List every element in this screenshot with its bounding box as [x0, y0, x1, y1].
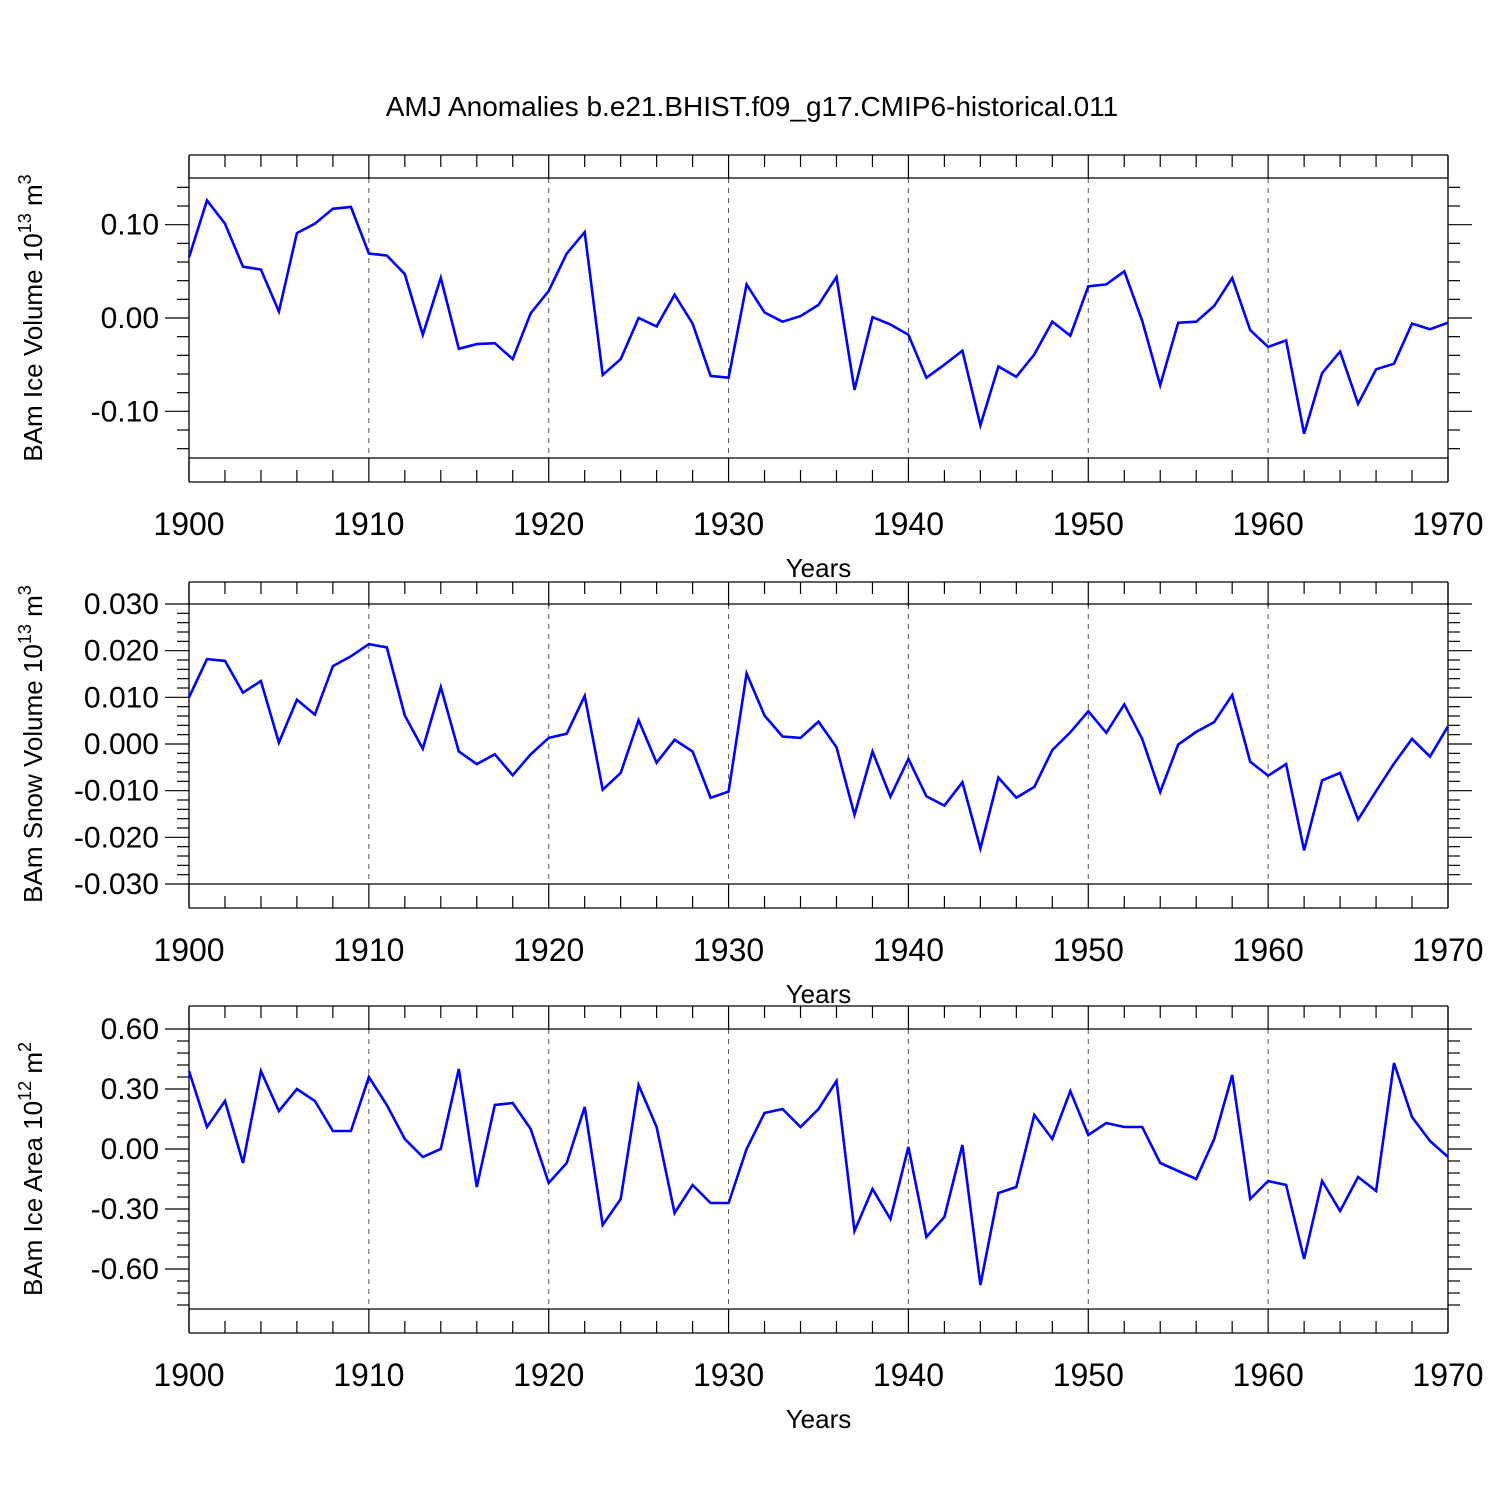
x-axis-title: Years — [786, 553, 852, 583]
x-tick-label: 1950 — [1053, 506, 1124, 542]
y-axis-title-part: 12 — [15, 1081, 35, 1101]
y-tick-label: 0.60 — [101, 1013, 159, 1046]
series-line — [187, 1062, 1449, 1286]
y-tick-label: 0.020 — [84, 635, 159, 668]
y-tick-label: 0.00 — [101, 1133, 159, 1166]
x-tick-label: 1970 — [1412, 932, 1483, 968]
y-axis-title-part: m — [18, 595, 48, 624]
x-tick-label: 1970 — [1412, 506, 1483, 542]
series-line — [187, 642, 1450, 854]
y-tick-label: 0.030 — [84, 588, 159, 621]
y-tick-label: -0.020 — [74, 821, 159, 854]
x-tick-label: 1920 — [513, 932, 584, 968]
x-tick-label: 1900 — [153, 1357, 224, 1393]
y-axis-title-part: 13 — [15, 213, 35, 233]
x-tick-label: 1940 — [873, 932, 944, 968]
y-axis-title: BAm Ice Area 1012 m2 — [15, 1042, 48, 1296]
series-line — [187, 197, 1449, 435]
y-axis-title: BAm Ice Volume 1013 m3 — [15, 174, 48, 461]
x-tick-label: 1940 — [873, 506, 944, 542]
x-tick-label: 1930 — [693, 506, 764, 542]
y-axis-title-part: m — [18, 184, 48, 213]
x-tick-label: 1970 — [1412, 1357, 1483, 1393]
y-axis-title-part: 13 — [15, 624, 35, 644]
chart-title: AMJ Anomalies b.e21.BHIST.f09_g17.CMIP6-… — [386, 91, 1119, 122]
y-axis-title-part: BAm Ice Area 10 — [18, 1101, 48, 1296]
y-tick-label: -0.010 — [74, 775, 159, 808]
y-axis-title-part: 2 — [15, 1042, 35, 1052]
x-tick-label: 1910 — [333, 1357, 404, 1393]
x-tick-label: 1960 — [1233, 932, 1304, 968]
y-axis-title-part: 3 — [15, 174, 35, 184]
x-tick-label: 1920 — [513, 506, 584, 542]
y-tick-label: 0.000 — [84, 728, 159, 761]
y-axis-title-part: m — [18, 1052, 48, 1081]
x-tick-label: 1910 — [333, 932, 404, 968]
y-tick-label: -0.030 — [74, 868, 159, 901]
y-tick-label: 0.10 — [101, 209, 159, 242]
x-tick-label: 1900 — [153, 932, 224, 968]
x-tick-label: 1940 — [873, 1357, 944, 1393]
x-axis-title: Years — [786, 979, 852, 1009]
y-axis-title: BAm Snow Volume 1013 m3 — [15, 585, 48, 903]
y-tick-label: 0.00 — [101, 302, 159, 335]
x-tick-label: 1900 — [153, 506, 224, 542]
y-tick-label: -0.60 — [91, 1253, 159, 1286]
x-tick-label: 1930 — [693, 1357, 764, 1393]
y-tick-label: -0.10 — [91, 395, 159, 428]
x-tick-label: 1920 — [513, 1357, 584, 1393]
y-axis-title-part: BAm Snow Volume 10 — [18, 644, 48, 903]
y-tick-label: 0.010 — [84, 681, 159, 714]
chart-panel-3: 0.60 0.30 0.00 -0.30 -0.60 1900 1910 1920 1930 19… — [15, 1005, 1484, 1434]
x-tick-label: 1950 — [1053, 932, 1124, 968]
y-tick-label: 0.30 — [101, 1073, 159, 1106]
chart-panel-1: 0.10 0.00 -0.10 1900 1910 1920 1930 1940 1950 196… — [15, 154, 1484, 583]
chart-panel-2: 0.030 0.020 0.010 0.000 -0.010 -0.020 -0.030 19… — [15, 581, 1484, 1009]
x-axis-title: Years — [786, 1404, 852, 1434]
x-tick-label: 1910 — [333, 506, 404, 542]
panels: 0.10 0.00 -0.10 1900 1910 1920 1930 1940 1950 196… — [15, 154, 1484, 1434]
y-axis-title-part: BAm Ice Volume 10 — [18, 233, 48, 461]
x-tick-label: 1960 — [1233, 1357, 1304, 1393]
x-tick-label: 1950 — [1053, 1357, 1124, 1393]
y-axis-title-part: 3 — [15, 585, 35, 595]
x-tick-label: 1960 — [1233, 506, 1304, 542]
x-tick-label: 1930 — [693, 932, 764, 968]
y-tick-label: -0.30 — [91, 1193, 159, 1226]
